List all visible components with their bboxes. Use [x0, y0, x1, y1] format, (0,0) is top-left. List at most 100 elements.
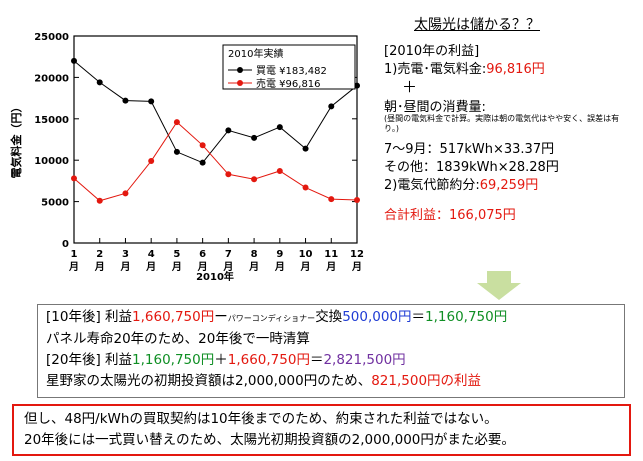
data-point-1: [251, 176, 258, 183]
x-tick-label: 5: [173, 249, 180, 260]
l3a: [20年後] 利益: [46, 352, 133, 368]
legend-title: 2010年実績: [228, 47, 283, 60]
x-tick-label: 6: [199, 249, 206, 260]
item2-label: 2)電気代節約分:: [384, 178, 480, 193]
l3c: ＋: [214, 352, 228, 368]
x-tick-label-unit: 月: [94, 261, 105, 273]
y-tick-label: 20000: [34, 73, 69, 84]
y-axis-label: 電気料金（円）: [9, 102, 23, 179]
data-point-1: [225, 171, 232, 178]
legend-label-buy: 買電 ¥183,482: [256, 65, 327, 77]
legend: 2010年実績 買電 ¥183,482 売電 ¥96,816: [222, 44, 356, 90]
x-tick-label-unit: 月: [351, 261, 362, 273]
y-tick-label: 5000: [41, 198, 69, 209]
l1b: 1,660,750円: [132, 309, 215, 325]
item2: 2)電気代節約分:69,259円: [384, 174, 538, 193]
item1: 1)売電･電気料金:96,816円: [384, 58, 545, 77]
legend-label-sell: 売電 ¥96,816: [256, 77, 321, 90]
data-point-0: [96, 79, 103, 86]
x-tick-label: 12: [350, 249, 364, 260]
projection-line-20y: [20年後] 利益1,160,750円＋1,660,750円＝2,821,500…: [46, 350, 616, 371]
x-tick-label-unit: 月: [222, 261, 233, 273]
data-point-0: [276, 124, 283, 131]
x-tick-label-unit: 月: [197, 261, 208, 273]
x-tick-label: 9: [276, 249, 283, 260]
caveat-box: 但し、48円/kWhの買取契約は10年後までのため、約束された利益ではない。 2…: [12, 404, 631, 456]
panel-title: 太陽光は儲かる？？: [414, 17, 540, 33]
l1g: ＝: [411, 309, 426, 325]
data-point-1: [148, 158, 155, 165]
y-tick-label: 25000: [34, 32, 69, 43]
x-axis-label: 2010年: [196, 270, 234, 283]
legend-marker-sell: [237, 80, 243, 86]
series-line-1: [73, 121, 358, 202]
x-tick-label-unit: 月: [119, 261, 130, 273]
x-tick-label: 7: [225, 249, 232, 260]
x-tick-label-unit: 月: [300, 261, 311, 273]
legend-box: [222, 44, 356, 90]
y-tick-label: 0: [62, 239, 69, 250]
caveat-line-2: 20年後には一式買い替えのため、太陽光初期投資額の2,000,000円がまた必要…: [24, 432, 515, 448]
data-point-1: [354, 196, 360, 203]
item1-label: 1)売電･電気料金:: [384, 62, 487, 77]
l4a: 星野家の太陽光の初期投資額は2,000,000円のため、: [46, 373, 372, 389]
data-point-0: [148, 98, 155, 105]
l1h: 1,160,750円: [425, 309, 508, 325]
x-tick-label: 11: [324, 249, 338, 260]
consumption-note: (昼間の電気料金で計算。実際は朝の電気代はやや安く、誤差は有り。): [384, 114, 620, 133]
l3d: 1,660,750円: [227, 352, 310, 368]
l3f: 2,821,500円: [323, 352, 406, 368]
x-tick-label-unit: 月: [325, 261, 336, 273]
plot-frame: [73, 35, 358, 244]
x-tick-label: 10: [299, 249, 313, 260]
l1a: [10年後] 利益: [46, 309, 133, 325]
l1c: ー: [214, 309, 228, 325]
data-point-1: [302, 184, 309, 191]
year-profit-heading: [2010年の利益]: [384, 44, 480, 59]
x-tick-label-unit: 月: [248, 261, 259, 273]
y-tick-label: 10000: [34, 156, 69, 167]
others-line: その他：1839kWh×28.28円: [384, 160, 559, 175]
series-group: [71, 57, 360, 204]
item2-value: 69,259円: [479, 178, 539, 193]
data-point-1: [276, 167, 283, 174]
l4b: 821,500円の利益: [371, 373, 482, 389]
x-tick-label-unit: 月: [274, 261, 285, 273]
item1-value: 96,816円: [486, 62, 545, 77]
data-point-0: [251, 134, 258, 141]
l1d: パワーコンディショナー: [227, 314, 316, 323]
l1e: 交換: [315, 309, 343, 325]
down-arrow-icon: [477, 271, 521, 300]
data-point-0: [71, 57, 77, 64]
x-tick-label: 2: [96, 249, 103, 260]
l3b: 1,160,750円: [132, 352, 215, 368]
consumption-label: 朝･昼間の消費量:: [384, 100, 486, 115]
data-point-0: [173, 148, 180, 155]
jul-sep-line: 7～9月：517kWh×33.37円: [384, 142, 555, 157]
x-tick-label: 4: [148, 249, 155, 260]
data-point-0: [225, 127, 232, 134]
x-tick-label-unit: 月: [171, 261, 182, 273]
projection-box: [10年後] 利益1,660,750円ーパワーコンディショナー交換500,000…: [37, 304, 625, 398]
data-point-1: [199, 142, 206, 149]
plus-sign: ＋: [402, 78, 418, 96]
total-profit: 合計利益：166,075円: [384, 208, 516, 223]
x-tick-label: 8: [251, 249, 258, 260]
legend-marker-buy: [237, 67, 243, 73]
data-point-1: [122, 190, 129, 197]
data-point-1: [71, 175, 77, 182]
projection-line-lifetime: パネル寿命20年のため、20年後で一時清算: [46, 331, 310, 347]
projection-line-10y: [10年後] 利益1,660,750円ーパワーコンディショナー交換500,000…: [46, 307, 616, 329]
l3e: ＝: [309, 352, 324, 368]
data-point-1: [328, 196, 335, 203]
y-axis-label-text: 電気料金（円）: [9, 102, 23, 179]
data-point-0: [328, 103, 335, 110]
x-tick-label-unit: 月: [145, 261, 156, 273]
x-tick-label: 3: [122, 249, 129, 260]
data-point-0: [199, 159, 206, 166]
x-tick-label-unit: 月: [68, 261, 79, 273]
l1f: 500,000円: [342, 309, 412, 325]
data-point-1: [173, 119, 180, 126]
